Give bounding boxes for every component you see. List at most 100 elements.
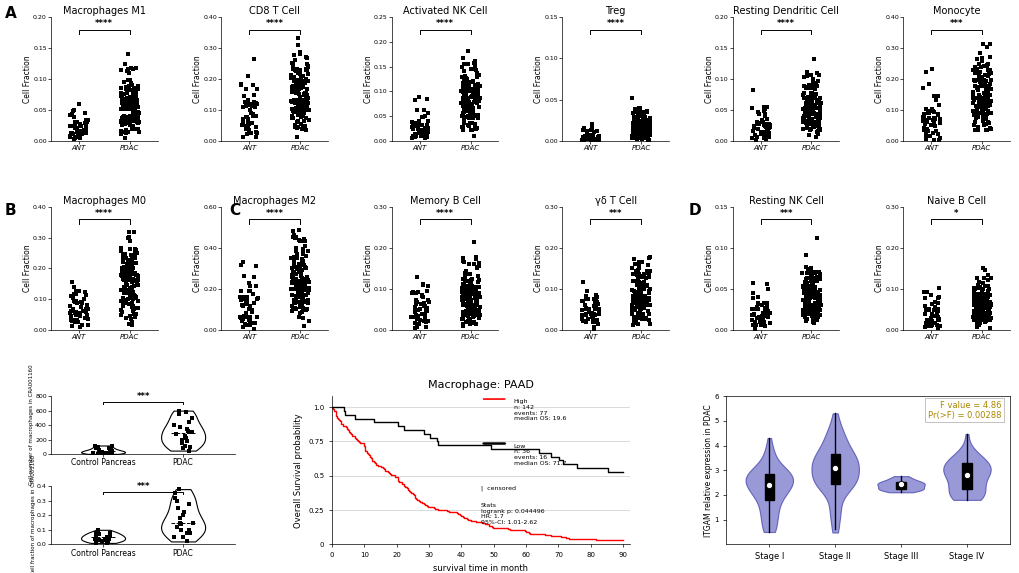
Point [744,288,760,297]
Point [809,288,825,297]
Point [967,310,983,319]
Point [577,131,593,140]
Point [632,119,648,128]
Point [636,125,652,134]
Point [407,303,423,312]
Point [635,280,651,289]
Point [800,109,816,119]
Point [981,300,998,309]
Point [408,297,424,307]
Point [976,93,993,102]
Point [964,91,980,100]
Point [417,315,433,324]
Point [975,79,991,88]
Point [72,128,89,138]
Point [640,293,656,303]
Point [233,301,250,310]
Point [290,292,307,301]
Point [968,294,984,303]
Point [971,301,987,311]
Point [292,84,309,93]
Point [750,110,766,119]
Point [805,92,821,101]
Point [468,297,484,307]
Point [747,136,763,145]
Point [468,284,484,293]
Point [638,301,654,310]
Point [636,125,652,134]
Point [751,315,767,324]
Bar [896,482,905,489]
Point [627,127,643,136]
Y-axis label: Cell Fraction: Cell Fraction [534,55,543,103]
Point [587,297,603,307]
Point [297,282,313,292]
Point [237,85,254,94]
Point [124,259,141,268]
Point [119,49,136,58]
Point [455,60,472,69]
Point [751,317,767,327]
Point [469,293,485,302]
Point [463,125,479,135]
Point [973,307,989,316]
Point [630,308,646,317]
Point [807,289,823,298]
Text: ***: *** [137,393,150,401]
Point [64,122,81,131]
Point [471,310,487,319]
Point [929,304,946,313]
Point [641,267,657,276]
Point [920,108,936,117]
Point [129,100,146,109]
Point [625,126,641,135]
Point [574,297,590,306]
Point [919,316,935,325]
Point [797,98,813,107]
Point [917,305,933,314]
Point [457,84,473,93]
Point [979,276,996,285]
Point [805,300,821,309]
Point [805,274,821,283]
Point [630,257,646,266]
Point [459,101,475,110]
Point [804,276,820,285]
Point [420,297,436,307]
Point [921,320,937,329]
Point [71,126,88,135]
Point [419,123,435,132]
Point [640,123,656,132]
Point [629,288,645,297]
Point [794,305,810,315]
Point [126,292,143,301]
Point [800,101,816,111]
Point [917,128,933,138]
Point [586,316,602,325]
Point [116,265,132,274]
Point [469,99,485,108]
Point [800,95,816,104]
Point [464,274,480,283]
Point [796,306,812,315]
Point [471,82,487,91]
Point [250,294,266,303]
Point [293,266,310,276]
Point [969,123,985,132]
Point [808,277,824,286]
Point [120,295,137,304]
Point [408,296,424,305]
Point [454,99,471,108]
Point [66,124,83,133]
Point [78,300,95,309]
Point [624,300,640,309]
Point [299,100,315,109]
Point [464,301,480,311]
Point [287,66,304,76]
Point [234,323,251,332]
Point [575,277,591,286]
Point [799,124,815,133]
Point [794,283,810,292]
Point [294,82,311,91]
Point [976,97,993,107]
